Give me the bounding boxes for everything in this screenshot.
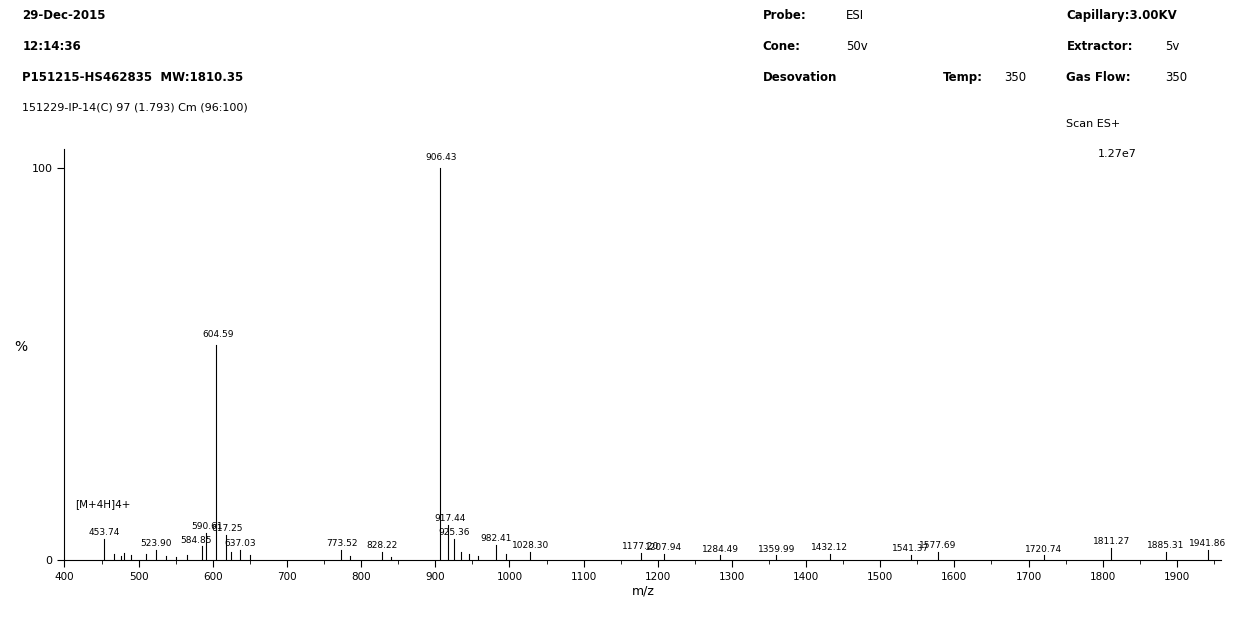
Text: 1177.20: 1177.20	[622, 542, 660, 551]
Text: Temp:: Temp:	[942, 71, 982, 84]
Text: 1359.99: 1359.99	[758, 545, 795, 553]
Text: 584.85: 584.85	[180, 535, 211, 545]
Text: 453.74: 453.74	[88, 527, 120, 537]
Text: ESI: ESI	[846, 9, 864, 22]
Text: 350: 350	[1166, 71, 1188, 84]
Text: 151229-IP-14(C) 97 (1.793) Cm (96:100): 151229-IP-14(C) 97 (1.793) Cm (96:100)	[22, 102, 248, 112]
Text: 1028.30: 1028.30	[512, 542, 549, 550]
Text: 1.27e7: 1.27e7	[1097, 149, 1136, 158]
Text: 350: 350	[1004, 71, 1027, 84]
Text: 604.59: 604.59	[202, 330, 233, 339]
Text: Gas Flow:: Gas Flow:	[1066, 71, 1131, 84]
Text: 906.43: 906.43	[425, 154, 458, 162]
Text: [M+4H]4+: [M+4H]4+	[76, 500, 131, 509]
Text: 1941.86: 1941.86	[1189, 539, 1226, 548]
Text: 12:14:36: 12:14:36	[22, 40, 81, 53]
Y-axis label: %: %	[14, 340, 27, 354]
Text: 917.44: 917.44	[434, 514, 465, 523]
Text: Desovation: Desovation	[763, 71, 837, 84]
Text: 982.41: 982.41	[481, 534, 512, 542]
Text: Cone:: Cone:	[763, 40, 801, 53]
Text: Probe:: Probe:	[763, 9, 806, 22]
Text: 1885.31: 1885.31	[1147, 542, 1184, 550]
Text: Scan ES+: Scan ES+	[1066, 119, 1121, 129]
Text: 29-Dec-2015: 29-Dec-2015	[22, 9, 105, 22]
Text: 523.90: 523.90	[140, 539, 172, 548]
Text: 50v: 50v	[846, 40, 868, 53]
Text: 925.36: 925.36	[439, 527, 470, 537]
Text: 1284.49: 1284.49	[702, 545, 739, 553]
Text: 1577.69: 1577.69	[919, 542, 956, 550]
Text: 773.52: 773.52	[326, 539, 357, 548]
Text: 1207.94: 1207.94	[645, 543, 682, 552]
Text: P151215-HS462835  MW:1810.35: P151215-HS462835 MW:1810.35	[22, 71, 243, 84]
Text: 590.61: 590.61	[191, 522, 223, 531]
X-axis label: m/z: m/z	[631, 585, 655, 598]
Text: 1432.12: 1432.12	[811, 543, 848, 552]
Text: 1720.74: 1720.74	[1025, 545, 1063, 553]
Text: Capillary:3.00KV: Capillary:3.00KV	[1066, 9, 1177, 22]
Text: 828.22: 828.22	[367, 540, 398, 550]
Text: 5v: 5v	[1166, 40, 1180, 53]
Text: 637.03: 637.03	[224, 539, 257, 548]
Text: Extractor:: Extractor:	[1066, 40, 1133, 53]
Text: 1811.27: 1811.27	[1092, 537, 1130, 547]
Text: 1541.37: 1541.37	[893, 544, 930, 553]
Text: 617.25: 617.25	[211, 524, 243, 533]
